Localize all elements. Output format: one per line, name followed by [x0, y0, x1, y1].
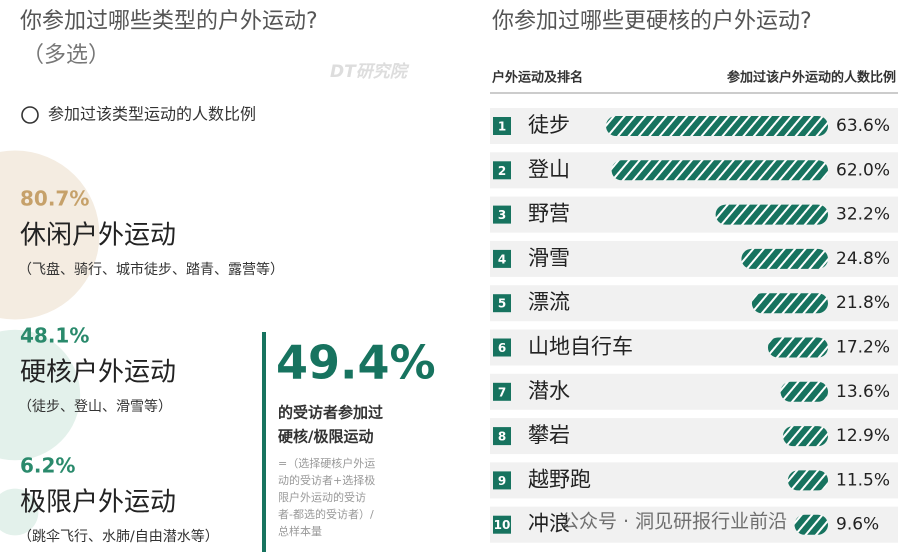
- row-band: [490, 418, 898, 455]
- category-label: 冲浪: [528, 512, 570, 536]
- row-band: [490, 329, 898, 366]
- bar: [611, 160, 828, 181]
- value-label: 80.7%: [20, 187, 89, 211]
- category-label: 漂流: [528, 290, 570, 314]
- callout-note: 者-都选的受访者）/: [278, 507, 374, 521]
- rank-label: 10: [494, 518, 511, 532]
- rank-label: 3: [498, 208, 506, 222]
- bar: [606, 116, 828, 136]
- value-label: 6.2%: [20, 454, 75, 478]
- rank-label: 7: [498, 385, 506, 399]
- row-band: [490, 285, 898, 322]
- bar: [782, 426, 828, 447]
- callout-text: 的受访者参加过: [278, 404, 383, 422]
- category-label: 登山: [528, 157, 570, 181]
- category-label: 山地自行车: [528, 335, 633, 359]
- row-band: [490, 506, 898, 543]
- bar: [794, 514, 828, 535]
- rank-box: [493, 471, 511, 490]
- bar: [751, 293, 828, 314]
- category-label: 徒步: [528, 113, 570, 137]
- bubble: [0, 488, 39, 536]
- watermark: DT研究院: [330, 62, 410, 82]
- rank-box: [493, 515, 511, 534]
- value-label: 63.6%: [836, 116, 890, 136]
- left-subtitle: （多选）: [22, 43, 110, 68]
- category-description: （跳伞飞行、水肺/自由潜水等）: [18, 528, 219, 545]
- value-label: 13.6%: [836, 382, 890, 402]
- rank-box: [493, 117, 511, 135]
- callout-note: =（选择硬核户外运: [278, 456, 375, 470]
- callout-headline: 49.4%: [276, 336, 436, 390]
- callout-note: 总样本量: [278, 524, 322, 538]
- bar: [715, 204, 828, 225]
- category-label: 休闲户外运动: [20, 221, 176, 251]
- category-description: （飞盘、骑行、城市徒步、踏青、露营等）: [18, 261, 284, 278]
- category-description: （徒步、登山、滑雪等）: [18, 398, 172, 415]
- value-label: 24.8%: [836, 249, 890, 269]
- value-label: 11.5%: [836, 470, 890, 490]
- rank-box: [493, 294, 511, 313]
- legend-label: 参加过该类型运动的人数比例: [48, 105, 256, 124]
- rank-label: 5: [498, 297, 506, 311]
- category-label: 潜水: [528, 379, 570, 403]
- row-band: [490, 240, 898, 277]
- category-label: 硬核户外运动: [20, 358, 176, 388]
- callout-note: 限户外运动的受访: [278, 490, 366, 504]
- value-header: 参加过该户外运动的人数比例: [727, 70, 896, 86]
- row-band: [490, 373, 898, 410]
- rank-label: 9: [498, 474, 506, 488]
- category-label: 滑雪: [528, 246, 570, 270]
- category-label: 野营: [528, 202, 570, 226]
- bubble: [0, 329, 81, 461]
- rank-box: [493, 427, 511, 446]
- rank-label: 8: [498, 430, 506, 444]
- value-label: 32.2%: [836, 205, 890, 225]
- bar: [767, 337, 828, 358]
- category-header: 户外运动及排名: [492, 70, 583, 86]
- watermark: 公众号 · 洞见研报行业前沿: [560, 511, 787, 533]
- category-label: 越野跑: [528, 467, 591, 491]
- left-title: 你参加过哪些类型的户外运动?: [20, 9, 318, 34]
- rank-box: [493, 338, 511, 357]
- legend-symbol: [21, 106, 39, 124]
- category-label: 极限户外运动: [20, 488, 176, 518]
- right-title: 你参加过哪些更硬核的户外运动?: [492, 9, 812, 34]
- bar: [787, 470, 828, 491]
- rank-box: [493, 249, 511, 268]
- bar: [741, 248, 828, 269]
- value-label: 12.9%: [836, 426, 890, 446]
- value-label: 9.6%: [836, 515, 879, 535]
- rank-label: 1: [498, 120, 506, 134]
- row-band: [490, 196, 898, 233]
- rank-label: 4: [498, 252, 506, 266]
- callout-note: 动的受访者+选择极: [278, 473, 375, 487]
- rank-label: 2: [498, 164, 506, 178]
- rank-box: [493, 205, 511, 224]
- callout-text: 硬核/极限运动: [278, 428, 373, 446]
- value-label: 17.2%: [836, 338, 890, 358]
- rank-label: 6: [498, 341, 506, 355]
- rank-box: [493, 161, 511, 180]
- rank-box: [493, 382, 511, 401]
- value-label: 48.1%: [20, 324, 89, 348]
- category-label: 攀岩: [528, 423, 570, 447]
- value-label: 62.0%: [836, 160, 890, 180]
- bar: [780, 381, 828, 402]
- row-band: [490, 462, 898, 499]
- bubble: [0, 150, 100, 320]
- value-label: 21.8%: [836, 293, 890, 313]
